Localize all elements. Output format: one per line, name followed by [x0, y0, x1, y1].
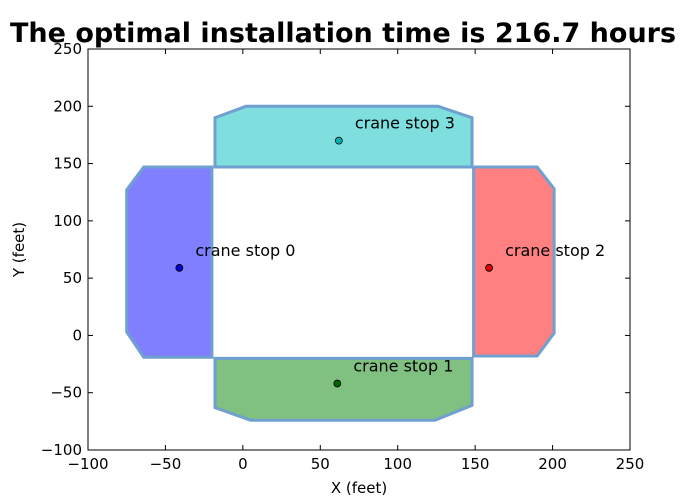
- y-tick-label: 50: [63, 269, 82, 287]
- x-tick-label: −50: [150, 455, 182, 473]
- y-tick-label: −100: [41, 441, 82, 459]
- x-tick-label: −100: [67, 455, 108, 473]
- crane-stop-label-0: crane stop 0: [195, 241, 295, 260]
- y-axis-label: Y (feet): [10, 222, 28, 278]
- regions-layer: crane stop 0 crane stop 1 crane stop 2 cran…: [125, 104, 605, 422]
- x-tick-label: 250: [616, 455, 645, 473]
- crane-stop-point-1: [333, 379, 342, 388]
- y-tick-label: 200: [53, 97, 82, 115]
- crane-stop-label-2: crane stop 2: [505, 241, 605, 260]
- y-tick-label: 150: [53, 155, 82, 173]
- crane-stop-label-3: crane stop 3: [355, 114, 455, 133]
- x-axis-label: X (feet): [331, 479, 387, 497]
- x-tick-label: 50: [311, 455, 330, 473]
- chart-title: The optimal installation time is 216.7 h…: [10, 18, 676, 49]
- y-tick-label: 250: [53, 40, 82, 58]
- region-crane-stop-3: [213, 104, 474, 169]
- y-tick-label: 0: [72, 326, 82, 344]
- region-crane-stop-1: [213, 356, 474, 422]
- region-crane-stop-0: [125, 165, 214, 359]
- y-tick-label: 100: [53, 212, 82, 230]
- y-tick-label: −50: [50, 384, 82, 402]
- crane-stop-point-2: [485, 263, 493, 272]
- ticks-layer: −100 −50 0 50 100 150 200 250 −100 −50 0 50 100 150 20…: [41, 40, 645, 473]
- x-tick-label: 200: [538, 455, 567, 473]
- crane-stop-label-1: crane stop 1: [353, 357, 453, 376]
- plot-frame: [87, 48, 631, 451]
- x-tick-label: 150: [461, 455, 490, 473]
- x-tick-label: 0: [238, 455, 248, 473]
- crane-stop-point-0: [175, 263, 184, 272]
- crane-stop-point-3: [334, 136, 343, 145]
- region-crane-stop-2: [472, 165, 556, 358]
- x-tick-label: 100: [383, 455, 412, 473]
